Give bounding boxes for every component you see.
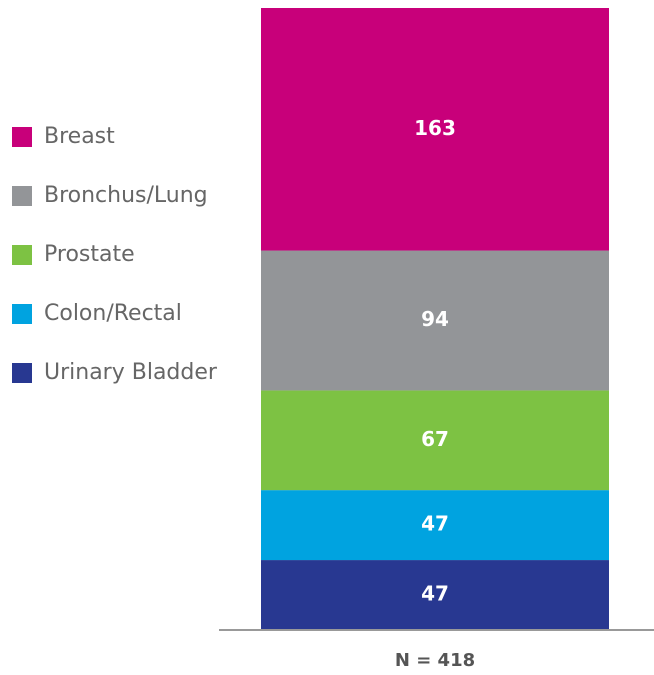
legend-swatch: [12, 127, 32, 147]
legend-label: Urinary Bladder: [44, 360, 218, 385]
bar-segment: [261, 490, 609, 561]
data-label: 163: [414, 116, 456, 140]
legend-label: Breast: [44, 124, 115, 149]
x-tick-label: N = 418: [395, 650, 475, 671]
legend-swatch: [12, 186, 32, 206]
legend-label: Prostate: [44, 242, 135, 267]
data-label: 94: [421, 307, 449, 331]
bar-segment: [261, 560, 609, 630]
data-label: 67: [421, 427, 449, 451]
legend-swatch: [12, 304, 32, 324]
bar-segment: [261, 250, 609, 391]
bar-segment: [261, 8, 609, 251]
legend-swatch: [12, 245, 32, 265]
data-label: 47: [421, 582, 449, 606]
bar-segment: [261, 390, 609, 491]
legend-label: Colon/Rectal: [44, 301, 182, 326]
legend-label: Bronchus/Lung: [44, 183, 208, 208]
data-label: 47: [421, 512, 449, 536]
legend-swatch: [12, 363, 32, 383]
